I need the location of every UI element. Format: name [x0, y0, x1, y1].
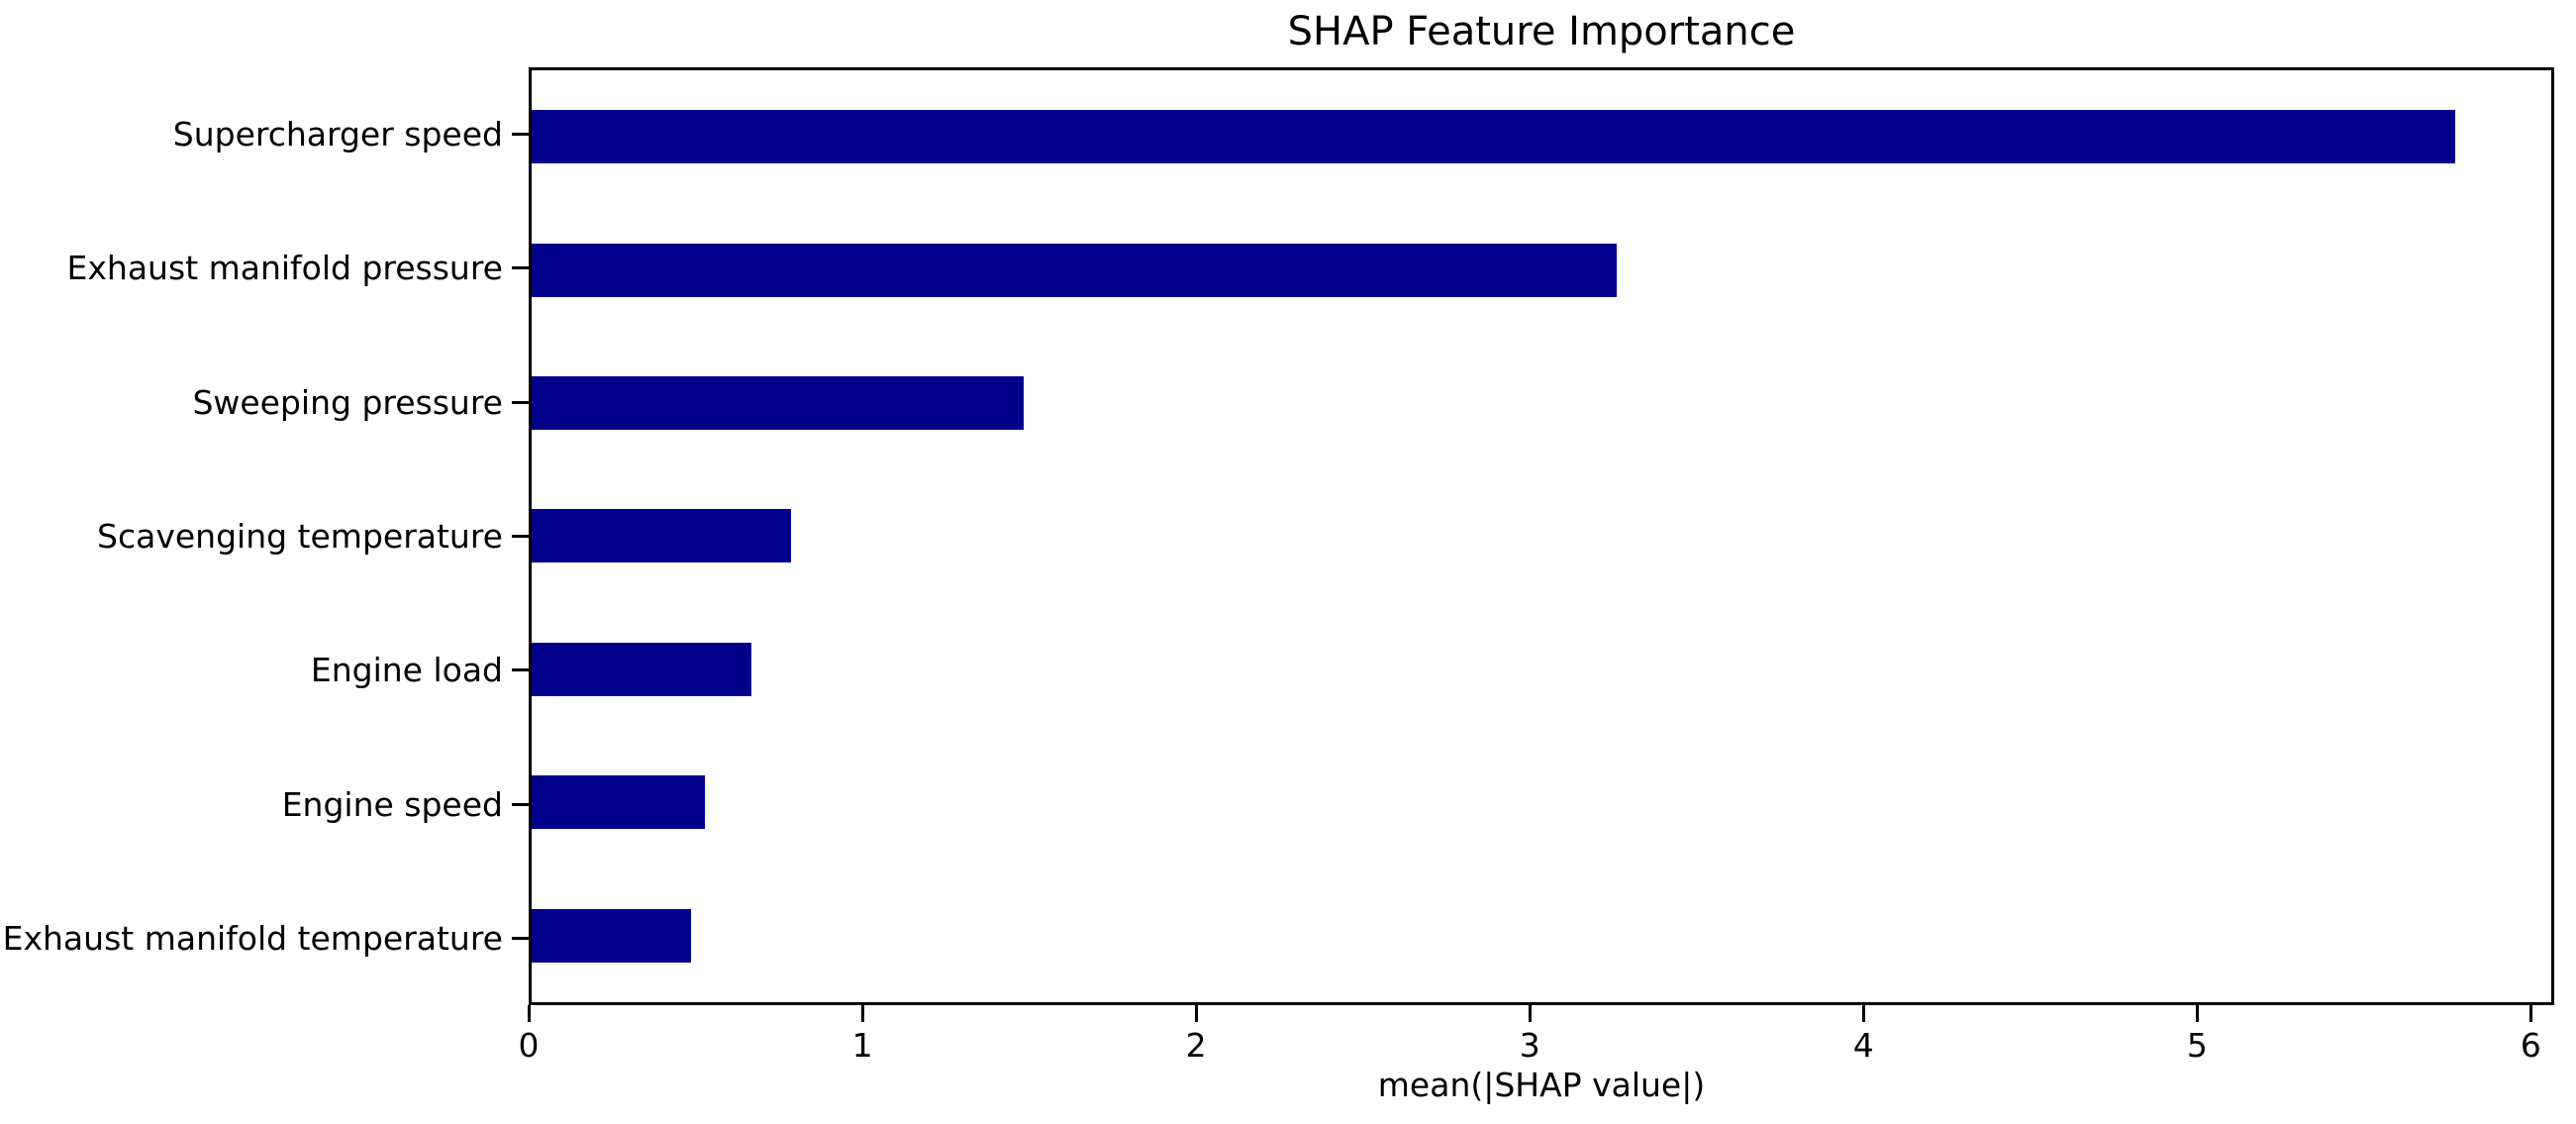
- y-tick-mark: [512, 936, 529, 940]
- bar-engine-speed: [532, 775, 705, 830]
- bar-row-sweeping-pressure: [532, 337, 2551, 469]
- x-tick-mark: [860, 1005, 864, 1022]
- y-tick-mark: [512, 400, 529, 404]
- y-tick-label: Engine speed: [281, 784, 503, 824]
- y-tick-label: Supercharger speed: [172, 115, 503, 154]
- chart-title: SHAP Feature Importance: [1287, 9, 1796, 54]
- x-tick-label: 3: [1519, 1026, 1540, 1065]
- bar-exhaust-manifold-temperature: [532, 908, 692, 963]
- x-tick-mark: [1194, 1005, 1198, 1022]
- x-tick-mark: [2528, 1005, 2532, 1022]
- bar-exhaust-manifold-pressure: [532, 243, 1617, 297]
- bar-engine-load: [532, 642, 751, 696]
- y-tick-mark: [512, 133, 529, 137]
- x-tick-label: 2: [1185, 1026, 1207, 1065]
- bar-supercharger-speed: [532, 110, 2455, 164]
- y-label-row-exhaust-manifold-temperature: Exhaust manifold temperature: [0, 871, 529, 1005]
- x-axis-label: mean(|SHAP value|): [1377, 1066, 1706, 1104]
- y-label-row-scavenging-temperature: Scavenging temperature: [0, 469, 529, 603]
- y-tick-label: Exhaust manifold temperature: [2, 918, 503, 958]
- y-tick-mark: [512, 534, 529, 538]
- x-tick-mark: [1861, 1005, 1865, 1022]
- bar-scavenging-temperature: [532, 509, 792, 563]
- bar-row-exhaust-manifold-pressure: [532, 203, 2551, 336]
- bar-row-exhaust-manifold-temperature: [532, 869, 2551, 1002]
- x-tick-label: 1: [851, 1026, 873, 1065]
- x-tick-label: 5: [2186, 1026, 2208, 1065]
- bar-row-engine-speed: [532, 736, 2551, 869]
- y-tick-label: Exhaust manifold pressure: [66, 249, 503, 288]
- x-tick-label: 6: [2520, 1026, 2541, 1065]
- y-tick-mark: [512, 266, 529, 270]
- y-tick-label: Sweeping pressure: [192, 382, 503, 422]
- x-tick-mark: [2195, 1005, 2199, 1022]
- bar-sweeping-pressure: [532, 376, 1025, 431]
- y-tick-mark: [512, 668, 529, 672]
- y-label-row-engine-speed: Engine speed: [0, 737, 529, 870]
- y-label-row-engine-load: Engine load: [0, 603, 529, 737]
- x-tick-mark: [527, 1005, 531, 1022]
- x-tick-mark: [1528, 1005, 1532, 1022]
- y-tick-label: Engine load: [310, 651, 503, 690]
- x-axis-ticks: 0 1 2 3 4 5 6: [519, 1005, 2554, 1074]
- y-label-row-supercharger-speed: Supercharger speed: [0, 67, 529, 201]
- y-axis-labels: Supercharger speed Exhaust manifold press…: [0, 67, 529, 1005]
- y-tick-mark: [512, 802, 529, 806]
- x-tick-label: 4: [1852, 1026, 1874, 1065]
- plot-area: [529, 67, 2554, 1005]
- y-label-row-exhaust-manifold-pressure: Exhaust manifold pressure: [0, 201, 529, 335]
- bar-row-scavenging-temperature: [532, 469, 2551, 602]
- y-label-row-sweeping-pressure: Sweeping pressure: [0, 336, 529, 469]
- y-tick-label: Scavenging temperature: [97, 516, 503, 556]
- x-tick-label: 0: [518, 1026, 540, 1065]
- bar-row-engine-load: [532, 603, 2551, 736]
- bar-row-supercharger-speed: [532, 70, 2551, 203]
